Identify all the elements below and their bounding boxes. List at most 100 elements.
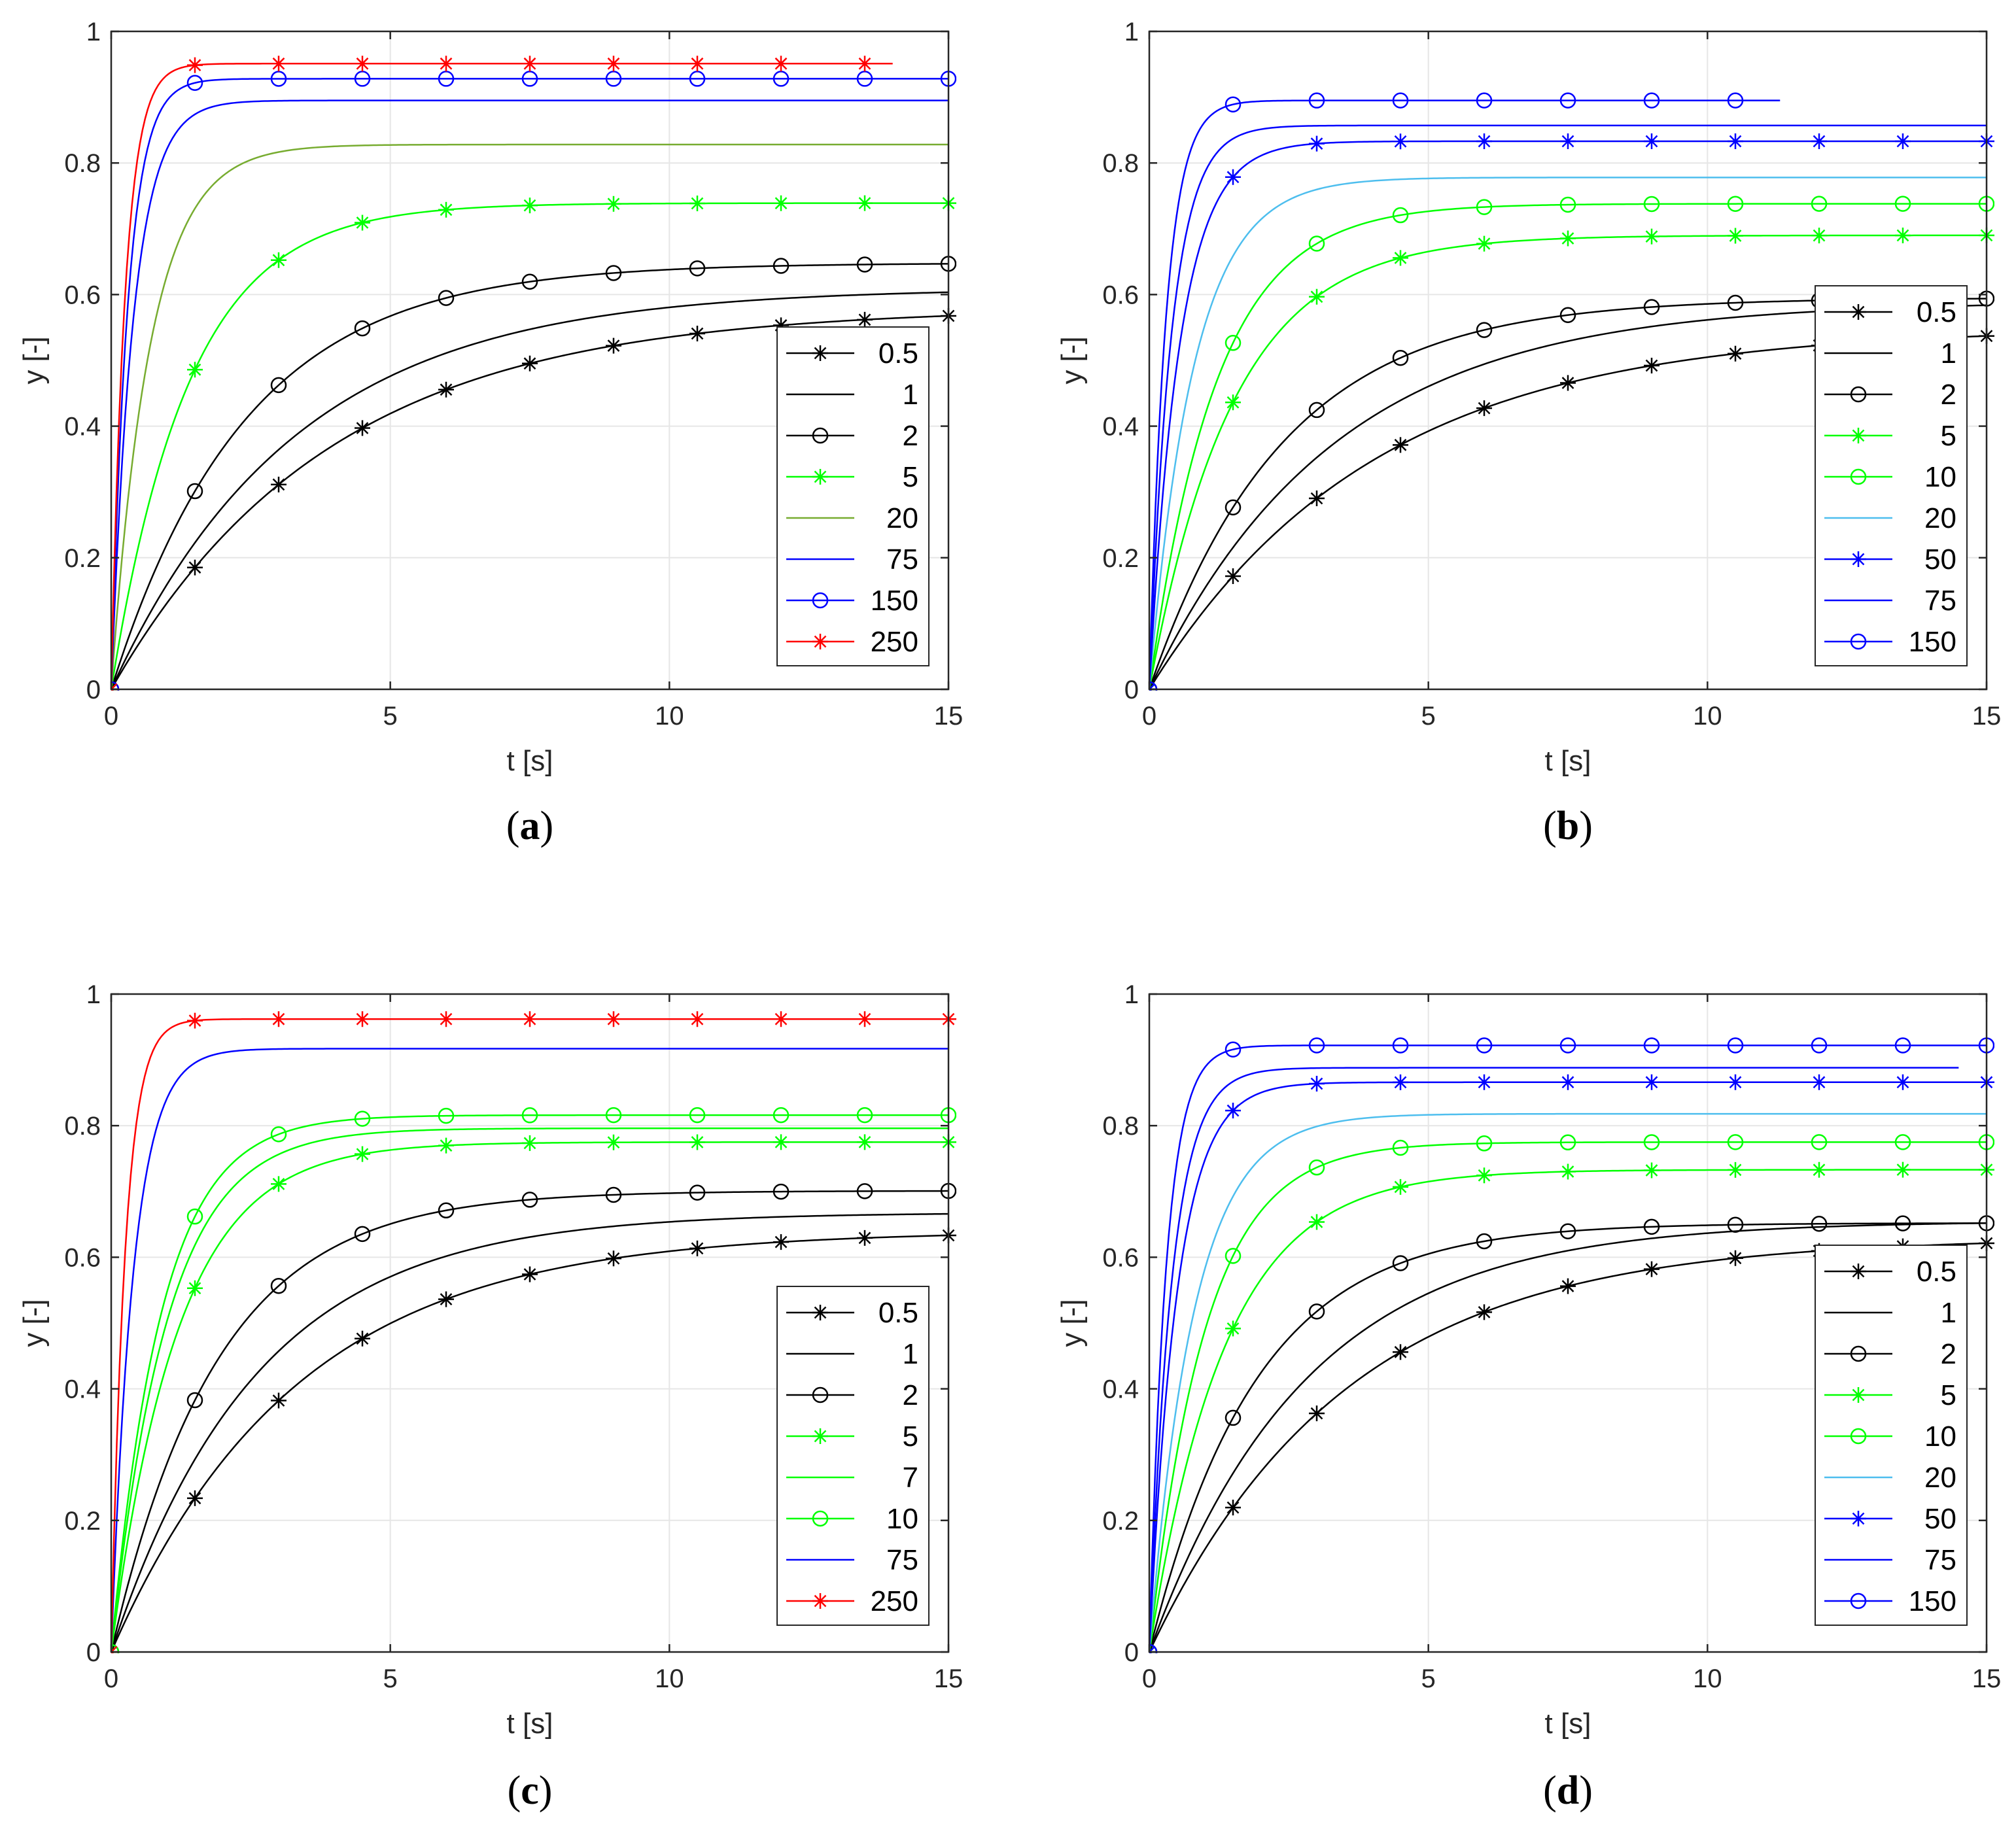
data-point-250: [271, 56, 287, 72]
data-point-50: [1393, 1074, 1408, 1090]
x-tick-label: 0: [1142, 1664, 1156, 1693]
x-axis-label: t [s]: [1545, 1708, 1591, 1740]
series-line-10: [1149, 203, 1987, 690]
x-axis-label: t [s]: [507, 745, 553, 777]
data-point-2: [438, 290, 455, 306]
y-axis-label: y [-]: [18, 1299, 50, 1347]
data-point-150: [689, 71, 706, 87]
data-point-10: [186, 1208, 203, 1225]
x-tick-label: 10: [655, 1664, 684, 1693]
data-point-250: [857, 1011, 873, 1027]
data-point-250: [773, 56, 789, 72]
data-point-0.5: [1560, 1278, 1576, 1294]
data-point-150: [773, 71, 790, 87]
data-point-2: [270, 377, 287, 394]
data-point-50: [1811, 133, 1827, 150]
data-point-10: [856, 1107, 873, 1124]
x-axis-label: t [s]: [1545, 745, 1591, 777]
data-point-0.5: [773, 1234, 789, 1250]
axes-box: [110, 30, 950, 691]
data-point-150: [1225, 96, 1242, 112]
data-point-150: [1643, 92, 1660, 109]
legend-box: [1815, 285, 1968, 666]
legend-label: 2: [1941, 1338, 1956, 1370]
legend-label: 150: [871, 585, 918, 617]
x-tick-label: 5: [1421, 1664, 1436, 1693]
caption-part: (: [508, 1768, 521, 1813]
data-point-5: [1309, 1214, 1325, 1230]
y-tick-label: 1: [86, 18, 101, 46]
data-point-2: [1225, 499, 1242, 516]
panel-caption: (d): [1543, 1768, 1593, 1813]
data-point-5: [773, 1134, 789, 1150]
data-point-5: [187, 1280, 203, 1296]
data-point-0.5: [689, 1240, 705, 1256]
data-point-5: [438, 1137, 454, 1154]
series-line-75: [111, 1048, 948, 1653]
data-point-2: [1559, 307, 1576, 323]
x-tick-label: 10: [655, 702, 684, 731]
data-point-50: [1811, 1074, 1827, 1090]
data-point-5: [438, 201, 454, 218]
y-tick-label: 0.8: [64, 1112, 101, 1141]
legend-marker-150: [812, 592, 829, 609]
data-point-5: [522, 198, 538, 214]
data-point-2: [773, 1183, 790, 1200]
data-point-250: [438, 56, 454, 72]
data-point-250: [355, 56, 370, 72]
legend-label: 75: [1924, 585, 1956, 617]
data-point-2: [1811, 1216, 1828, 1232]
series-line-20: [1149, 1112, 1987, 1653]
data-point-250: [271, 1011, 287, 1027]
data-point-0.5: [187, 1490, 203, 1506]
data-point-10: [605, 1107, 622, 1124]
data-point-2: [1225, 1409, 1242, 1426]
data-point-2: [605, 1186, 622, 1203]
data-point-2: [521, 273, 538, 290]
caption-part: a: [520, 804, 540, 848]
data-point-10: [1392, 207, 1409, 224]
legend-marker-2: [812, 1386, 829, 1403]
series-line-250: [111, 63, 893, 690]
data-point-50: [1393, 133, 1408, 150]
legend-label: 10: [1924, 1420, 1956, 1453]
legend-label: 0.5: [878, 1297, 918, 1329]
data-point-0.5: [355, 420, 370, 436]
data-point-150: [1392, 1037, 1409, 1054]
data-point-250: [187, 57, 203, 73]
data-point-0.5: [857, 311, 873, 328]
x-tick-label: 15: [934, 702, 964, 731]
x-tick-label: 15: [934, 1664, 964, 1693]
data-point-10: [773, 1107, 790, 1124]
data-point-0.5: [1225, 568, 1241, 584]
data-point-0.5: [522, 355, 538, 371]
legend-marker-5: [1851, 428, 1866, 443]
data-point-0.5: [1476, 400, 1492, 417]
x-tick-label: 5: [383, 702, 398, 731]
axes-box: [110, 993, 950, 1653]
legend-marker-150: [1850, 633, 1867, 650]
data-point-150: [438, 71, 455, 87]
data-point-150: [1308, 92, 1325, 109]
legend-label: 20: [1924, 502, 1956, 534]
data-point-2: [438, 1202, 455, 1219]
data-point-2: [186, 1392, 203, 1409]
data-point-5: [187, 362, 203, 378]
legend-label: 1: [903, 1338, 918, 1370]
data-point-50: [1309, 1075, 1325, 1092]
legend-label: 1: [1941, 1297, 1956, 1329]
data-point-10: [689, 1107, 706, 1124]
data-point-2: [605, 265, 622, 281]
x-tick-label: 5: [1421, 702, 1436, 731]
y-tick-label: 0.2: [1102, 544, 1139, 573]
series-line-10: [1149, 1141, 1987, 1653]
data-point-5: [1560, 230, 1576, 247]
data-point-250: [522, 56, 538, 72]
legend-marker-150: [1850, 1592, 1867, 1609]
data-point-10: [1308, 235, 1325, 252]
data-point-150: [856, 71, 873, 87]
series-group: [111, 1011, 956, 1653]
series-line-7: [111, 1127, 948, 1653]
data-point-0.5: [1644, 1261, 1660, 1277]
